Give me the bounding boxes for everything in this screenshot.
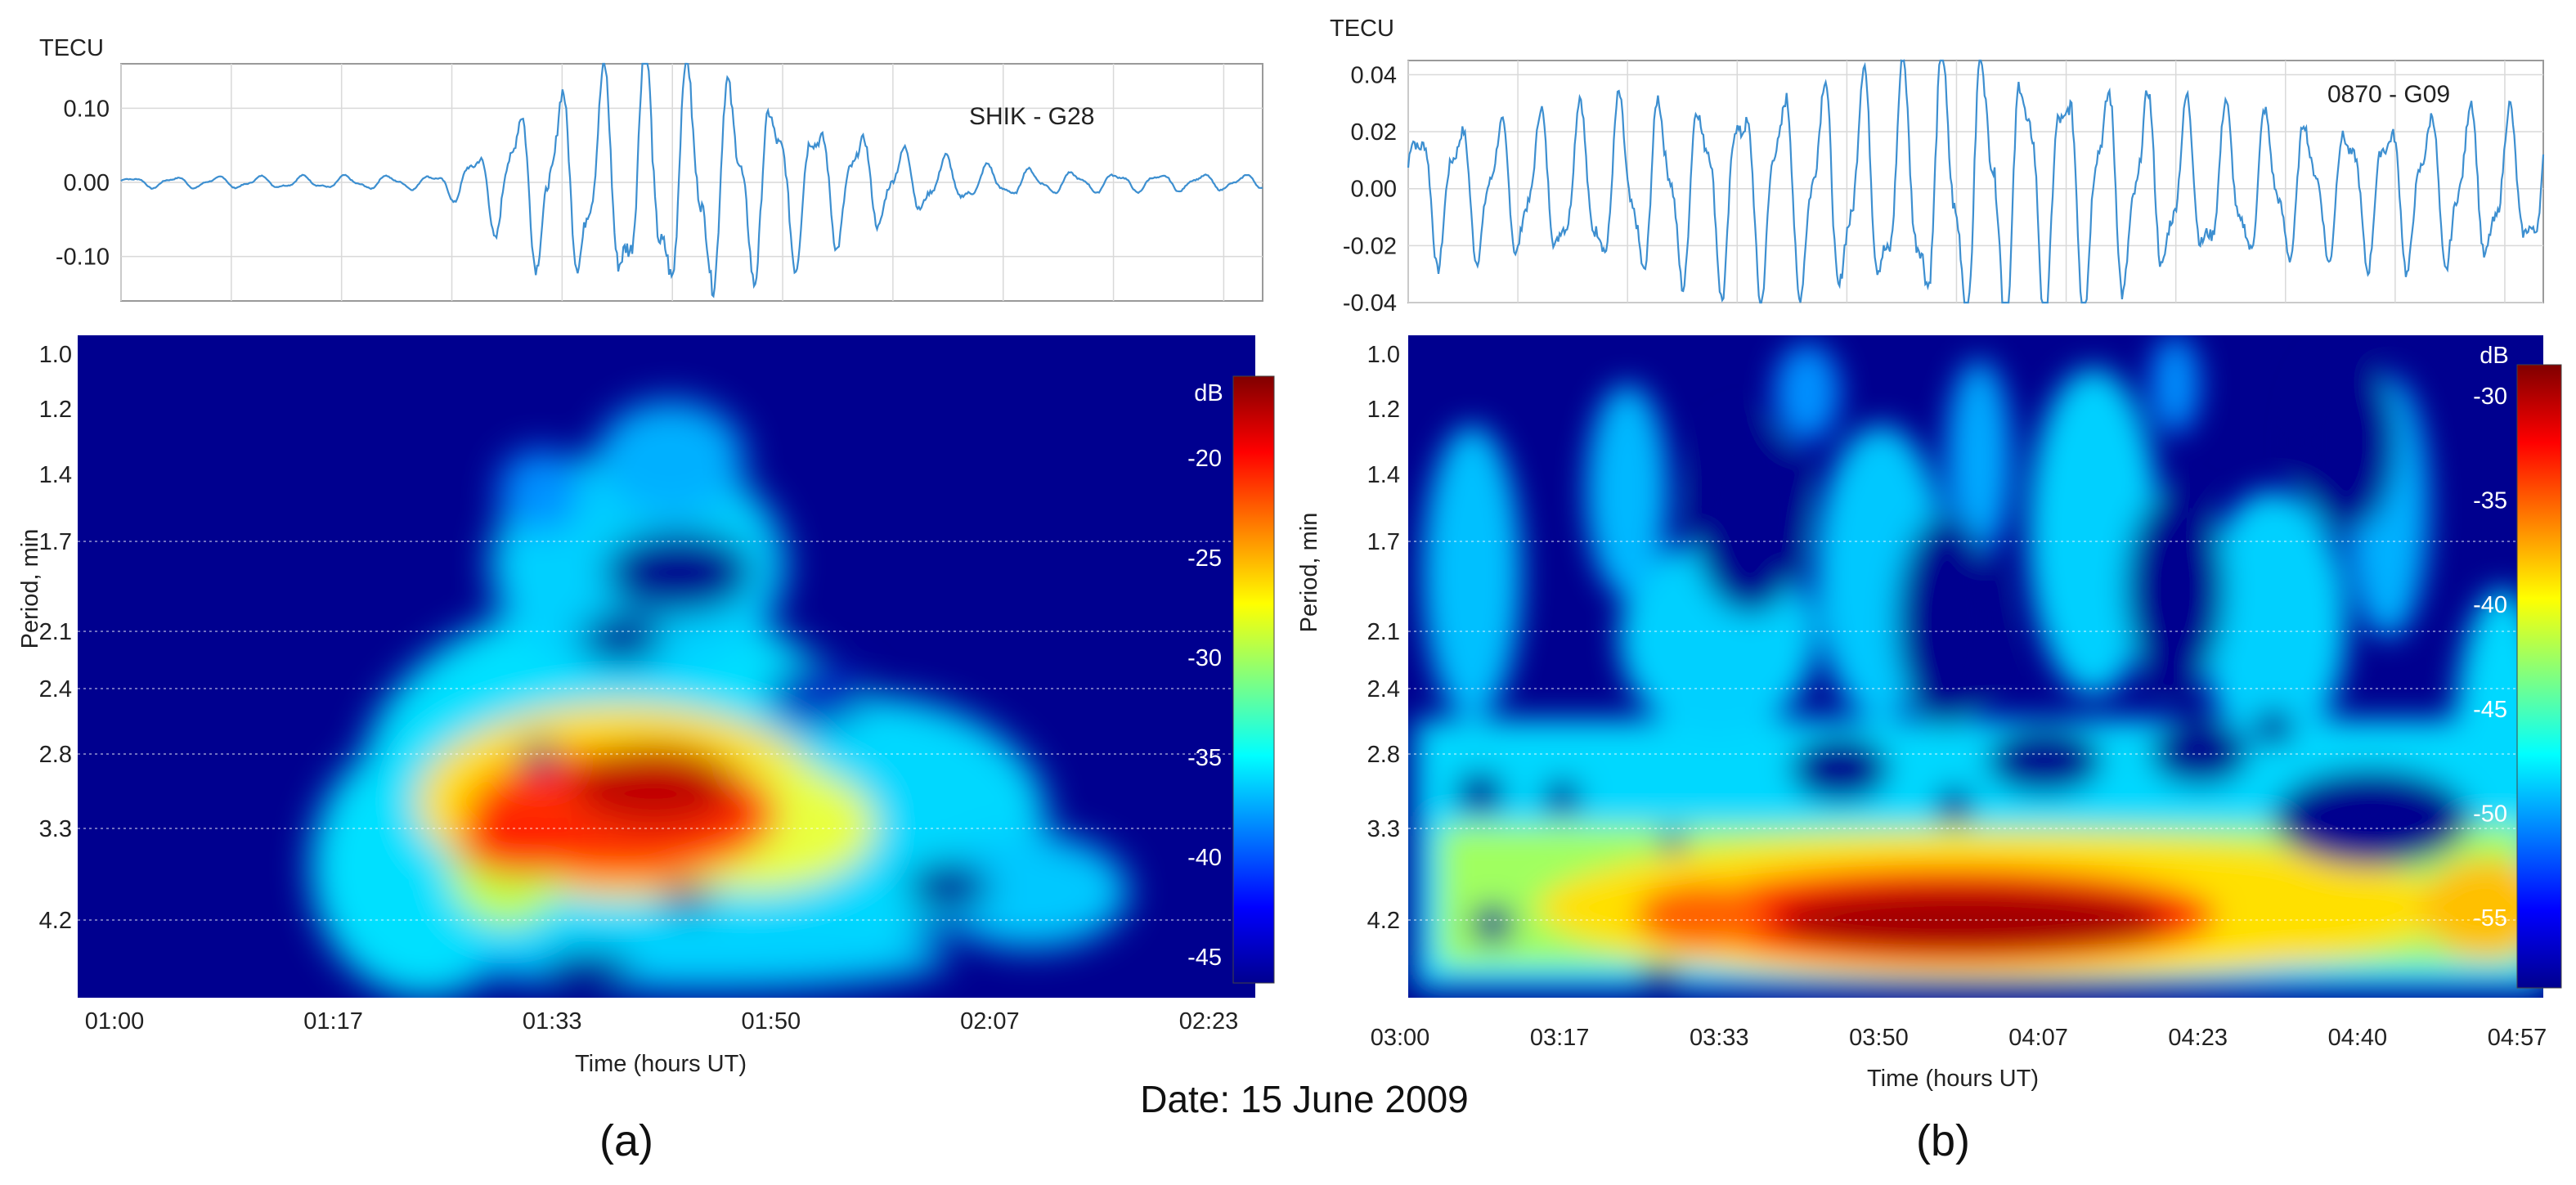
x-tick-label: 03:00 [1371,1025,1430,1051]
y-tick-label: 0.10 [64,96,110,122]
colorbar-a [1232,375,1275,984]
y-tick-label: 2.4 [1367,676,1400,702]
timeseries-b-yticks: 0.04 0.02 0.00 -0.02 -0.04 [1343,62,1397,316]
y-tick-label: 0.00 [1351,177,1397,203]
spectrogram-b-xlabel: Time (hours UT) [1867,1066,2039,1092]
timeseries-b-ylabel: TECU [1330,16,1394,42]
spectrogram-b-power [1415,335,2543,990]
spectrogram-a-xticks: 01:00 01:17 01:33 01:50 02:07 02:23 [85,1008,1239,1035]
x-tick-label: 04:07 [2008,1025,2068,1051]
date-caption: Date: 15 June 2009 [1140,1078,1469,1120]
timeseries-b-series-line [1407,59,2545,304]
spectrogram-a-power [311,401,1129,998]
colorbar-tick-label: -40 [1187,845,1222,871]
x-tick-label: 01:00 [85,1008,145,1035]
colorbar-tick-label: -25 [1187,545,1222,572]
y-tick-label: 0.00 [64,170,110,196]
y-tick-label: 1.4 [39,462,72,488]
spectrogram-a-yticks: 1.0 1.2 1.4 1.7 2.1 2.4 2.8 3.3 4.2 [39,342,72,934]
panel-label-a: (a) [599,1116,653,1165]
spectrogram-b: 1.01.21.41.72.12.42.83.34.2 03:00 03:17 03… [1296,335,2562,1092]
y-tick-label: 2.8 [39,742,72,768]
timeseries-b-frame [1407,60,2544,303]
timeseries-b-grid [1407,61,2543,303]
x-tick-label: 03:50 [1849,1025,1909,1051]
spectrogram-a: 1.01.21.41.72.12.42.83.34.2 01:00 01:17 01… [17,335,1275,1077]
colorbar-tick-label: -40 [2473,592,2507,618]
x-tick-label: 04:40 [2328,1025,2388,1051]
timeseries-a: TECU 0.10 0.00 -0.10 SHIK - G28 [39,35,1263,302]
spectrogram-b-ylabel: Period, min [1296,513,1322,633]
x-tick-label: 04:57 [2488,1025,2547,1051]
spectrogram-a-reference-lines [78,541,1255,921]
x-tick-label: 02:23 [1179,1008,1239,1035]
spectrogram-a-ylabel: Period, min [17,529,43,649]
y-tick-label: -0.02 [1343,233,1397,259]
y-tick-label: 1.2 [39,397,72,423]
colorbar-tick-label: -35 [2473,488,2507,514]
colorbar-tick-label: -55 [2473,905,2507,931]
timeseries-a-title: SHIK - G28 [969,103,1094,130]
x-tick-label: 01:50 [742,1008,801,1035]
y-tick-label: 2.1 [1367,619,1400,645]
x-tick-label: 03:17 [1530,1025,1590,1051]
y-tick-label: 2.8 [1367,742,1400,768]
timeseries-b: TECU 0.04 0.02 0.00 -0.02 -0.04 0870 - G09 [1330,16,2545,316]
colorbar-tick-label: -20 [1187,446,1222,472]
colorbar-tick-label: -30 [2473,384,2507,410]
colorbar-a-ticks: -20 -25 -30 -35 -40 -45 [1187,446,1222,971]
y-tick-label: 0.04 [1351,62,1397,88]
colorbar-tick-label: -45 [2473,697,2507,723]
y-tick-label: -0.10 [56,245,110,271]
timeseries-a-yticks: 0.10 0.00 -0.10 [56,96,110,270]
y-tick-label: 2.4 [39,676,72,702]
colorbar-tick-label: -30 [1187,645,1222,671]
spectrogram-b-yticks: 1.0 1.2 1.4 1.7 2.1 2.4 2.8 3.3 4.2 [1367,342,1400,934]
y-tick-label: 3.3 [1367,816,1400,842]
timeseries-a-series-line [120,62,1263,298]
spectrogram-b-reference-lines [1408,541,2543,921]
x-tick-label: 02:07 [960,1008,1020,1035]
x-tick-label: 01:33 [523,1008,582,1035]
y-tick-label: 1.7 [1367,529,1400,555]
colorbar-tick-label: -50 [2473,801,2507,827]
colorbar-tick-label: -35 [1187,745,1222,771]
x-tick-label: 03:33 [1690,1025,1749,1051]
colorbar-b-ticks: -30 -35 -40 -45 -50 -55 [2473,384,2507,931]
panel-label-b: (b) [1916,1116,1970,1165]
timeseries-b-title: 0870 - G09 [2327,81,2450,108]
spectrogram-a-xlabel: Time (hours UT) [575,1051,747,1077]
y-tick-label: 0.02 [1351,119,1397,146]
y-tick-label: 1.0 [39,342,72,368]
y-tick-label: 1.2 [1367,397,1400,423]
colorbar-b-title: dB [2480,343,2508,369]
colorbar-tick-label: -45 [1187,945,1222,971]
y-tick-label: 2.1 [39,619,72,645]
spectrogram-b-xticks: 03:00 03:17 03:33 03:50 04:07 04:23 04:40 04:57 [1371,1025,2547,1051]
x-tick-label: 01:17 [303,1008,363,1035]
y-tick-label: 1.7 [39,529,72,555]
y-tick-label: 4.2 [1367,908,1400,934]
y-tick-label: 1.4 [1367,462,1400,488]
y-tick-label: -0.04 [1343,290,1397,316]
y-tick-label: 4.2 [39,908,72,934]
y-tick-label: 1.0 [1367,342,1400,368]
colorbar-a-title: dB [1194,380,1223,406]
colorbar-b [2516,364,2562,989]
y-tick-label: 3.3 [39,816,72,842]
x-tick-label: 04:23 [2168,1025,2228,1051]
timeseries-a-ylabel: TECU [39,35,104,61]
